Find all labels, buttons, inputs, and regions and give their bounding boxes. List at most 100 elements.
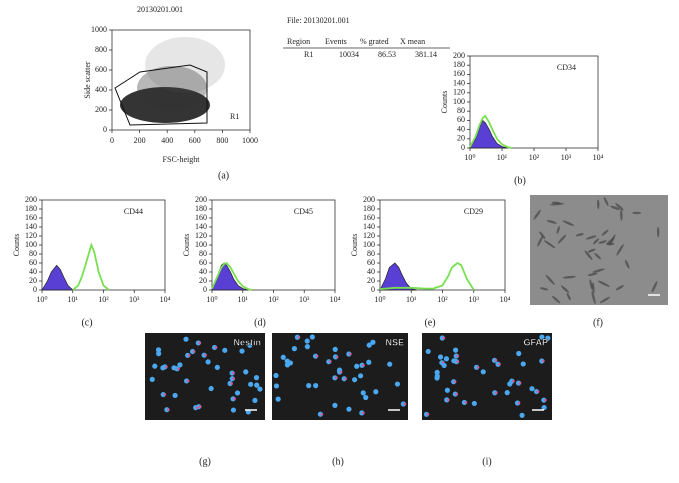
cell bbox=[335, 355, 339, 359]
x-tick-label: 0 bbox=[110, 136, 114, 145]
cell bbox=[252, 397, 258, 404]
x-tick-label: 10¹ bbox=[497, 153, 508, 162]
cell bbox=[177, 367, 180, 371]
cell bbox=[597, 199, 600, 210]
y-tick-label: 180 bbox=[453, 60, 465, 69]
cell bbox=[455, 392, 459, 396]
stain-label: NSE bbox=[385, 337, 404, 347]
cell bbox=[155, 347, 162, 353]
cell bbox=[529, 386, 535, 392]
y-tick-label: 20 bbox=[29, 276, 37, 285]
cell bbox=[291, 346, 298, 352]
cell bbox=[370, 339, 376, 345]
y-tick-label: 200 bbox=[195, 195, 207, 204]
cell bbox=[533, 209, 541, 220]
histogram bbox=[469, 114, 512, 149]
cell bbox=[273, 383, 280, 389]
cell bbox=[464, 401, 468, 404]
cell bbox=[243, 369, 249, 375]
x-tick-label: 10² bbox=[529, 153, 540, 162]
cell bbox=[354, 363, 360, 369]
cell bbox=[187, 353, 191, 357]
table-cell: R1 bbox=[304, 50, 313, 59]
cell bbox=[584, 250, 593, 260]
y-tick-label: 80 bbox=[457, 106, 465, 115]
cell bbox=[605, 242, 615, 246]
cell bbox=[516, 350, 522, 357]
x-tick-label: 10¹ bbox=[238, 295, 249, 304]
plot-frame bbox=[111, 29, 251, 131]
cell bbox=[186, 379, 190, 383]
x-tick-label: 10¹ bbox=[68, 295, 79, 304]
event-cloud bbox=[137, 66, 207, 110]
cell bbox=[651, 281, 658, 293]
cell bbox=[539, 231, 546, 240]
y-tick-label: 60 bbox=[367, 258, 375, 267]
cell bbox=[297, 335, 301, 339]
cell bbox=[275, 396, 281, 402]
y-axis-label: Counts bbox=[182, 234, 191, 257]
y-tick-label: 40 bbox=[199, 267, 207, 276]
cell bbox=[536, 390, 540, 393]
cell bbox=[163, 393, 167, 396]
y-tick-label: 140 bbox=[363, 222, 375, 231]
y-tick-label: 600 bbox=[95, 65, 107, 74]
cell bbox=[494, 358, 498, 362]
y-tick-label: 180 bbox=[195, 204, 207, 213]
cell bbox=[620, 209, 623, 221]
y-tick-label: 100 bbox=[363, 240, 375, 249]
y-tick-label: 40 bbox=[457, 124, 465, 133]
cell bbox=[656, 226, 660, 238]
cell bbox=[599, 296, 610, 304]
y-tick-label: 80 bbox=[367, 249, 375, 258]
cell bbox=[214, 346, 218, 349]
x-tick-label: 10⁴ bbox=[500, 295, 511, 304]
x-axis-label: FSC-height bbox=[163, 155, 201, 164]
cell bbox=[230, 382, 233, 385]
x-tick-label: 10⁰ bbox=[464, 153, 475, 162]
scatter-title: 20130201.001 bbox=[137, 5, 183, 14]
y-tick-label: 0 bbox=[461, 143, 465, 152]
cell bbox=[444, 387, 450, 393]
cell bbox=[239, 348, 245, 354]
y-tick-label: 120 bbox=[195, 231, 207, 240]
cell bbox=[480, 369, 486, 375]
y-tick-label: 0 bbox=[103, 125, 107, 134]
cell bbox=[591, 291, 596, 305]
cell bbox=[591, 282, 595, 294]
cell bbox=[587, 272, 598, 276]
marker-label: CD29 bbox=[464, 207, 483, 216]
y-tick-label: 400 bbox=[95, 85, 107, 94]
cell bbox=[494, 391, 498, 395]
marker-label: CD45 bbox=[294, 207, 313, 216]
panel-label: (g) bbox=[199, 456, 211, 467]
cell bbox=[361, 411, 365, 415]
cell bbox=[545, 335, 551, 341]
cell bbox=[601, 229, 609, 236]
cell bbox=[593, 238, 600, 245]
cell bbox=[615, 203, 624, 211]
y-tick-label: 140 bbox=[195, 222, 207, 231]
micrograph bbox=[530, 195, 668, 305]
cell bbox=[537, 235, 544, 247]
cell bbox=[198, 341, 202, 345]
x-tick-label: 200 bbox=[134, 136, 146, 145]
x-tick-label: 10³ bbox=[561, 153, 572, 162]
cell bbox=[257, 386, 263, 392]
cell bbox=[315, 354, 319, 358]
histogram bbox=[211, 261, 253, 291]
y-tick-label: 160 bbox=[195, 213, 207, 222]
cell bbox=[360, 390, 366, 396]
x-tick-label: 10⁰ bbox=[36, 295, 47, 304]
cell bbox=[504, 390, 510, 396]
cell bbox=[152, 363, 158, 369]
cell bbox=[598, 240, 607, 244]
cell bbox=[597, 280, 610, 287]
cell bbox=[366, 359, 372, 365]
cell bbox=[172, 392, 178, 399]
histogram bbox=[72, 242, 110, 291]
y-tick-label: 800 bbox=[95, 45, 107, 54]
cell bbox=[334, 376, 338, 380]
cell bbox=[476, 365, 480, 369]
